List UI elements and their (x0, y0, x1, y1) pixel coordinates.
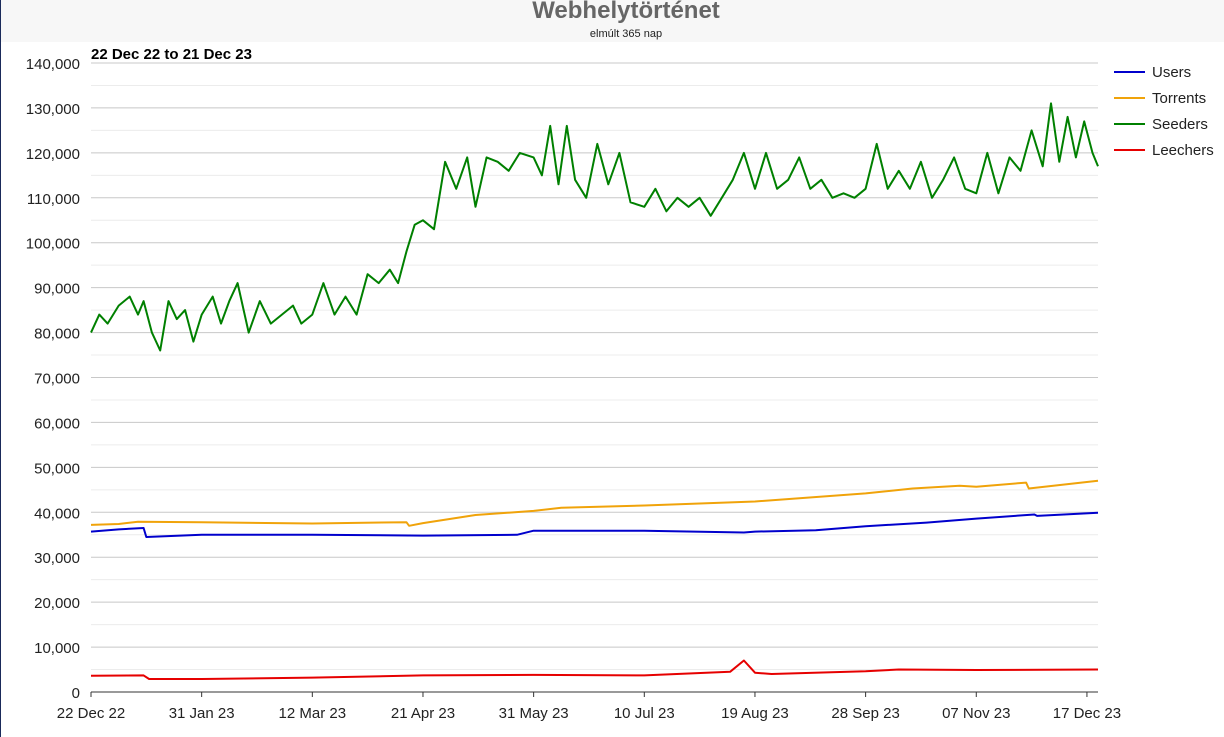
y-tick-label: 80,000 (34, 326, 80, 343)
x-tick-label: 28 Sep 23 (831, 705, 899, 722)
grid-layer (91, 62, 1098, 693)
legend-label-torrents: Torrents (1152, 90, 1206, 107)
y-tick-label: 60,000 (34, 415, 80, 432)
title-band: Webhelytörténet elmúlt 365 nap (1, 0, 1224, 42)
date-range-label: 22 Dec 22 to 21 Dec 23 (91, 46, 252, 63)
x-tick-label: 31 May 23 (499, 705, 569, 722)
y-tick-label: 50,000 (34, 460, 80, 477)
y-tick-label: 30,000 (34, 550, 80, 567)
series-line-seeders (90, 102, 1099, 352)
x-tick-label: 07 Nov 23 (942, 705, 1010, 722)
y-tick-label: 100,000 (26, 236, 80, 253)
chart-title: Webhelytörténet (532, 0, 720, 24)
axis-layer: 0 10,000 20,000 30,000 40,000 50,000 60,000 70,… (26, 56, 1121, 722)
series-line-leechers (90, 659, 1099, 680)
y-tick-label: 0 (72, 685, 80, 702)
y-tick-label: 70,000 (34, 371, 80, 388)
y-tick-label: 140,000 (26, 56, 80, 73)
series-layer (90, 102, 1099, 680)
x-tick-label: 17 Dec 23 (1053, 705, 1121, 722)
legend-label-users: Users (1152, 64, 1191, 81)
series-line-users (90, 511, 1099, 538)
y-tick-label: 110,000 (27, 191, 80, 208)
x-tick-label: 31 Jan 23 (169, 705, 235, 722)
y-tick-label: 40,000 (34, 505, 80, 522)
legend-label-leechers: Leechers (1152, 142, 1214, 159)
chart-subtitle: elmúlt 365 nap (589, 28, 663, 40)
y-tick-label: 130,000 (26, 101, 80, 118)
y-tick-label: 120,000 (26, 146, 80, 163)
y-tick-label: 20,000 (34, 595, 80, 612)
x-tick-label: 21 Apr 23 (391, 705, 455, 722)
legend: Users Torrents Seeders Leechers (1114, 64, 1214, 159)
x-tick-label: 22 Dec 22 (57, 705, 125, 722)
y-tick-label: 90,000 (34, 281, 80, 298)
x-tick-label: 19 Aug 23 (721, 705, 789, 722)
x-tick-label: 10 Jul 23 (614, 705, 675, 722)
legend-label-seeders: Seeders (1152, 116, 1208, 133)
x-tick-label: 12 Mar 23 (279, 705, 347, 722)
series-line-torrents (90, 479, 1099, 527)
y-tick-label: 10,000 (34, 640, 80, 657)
